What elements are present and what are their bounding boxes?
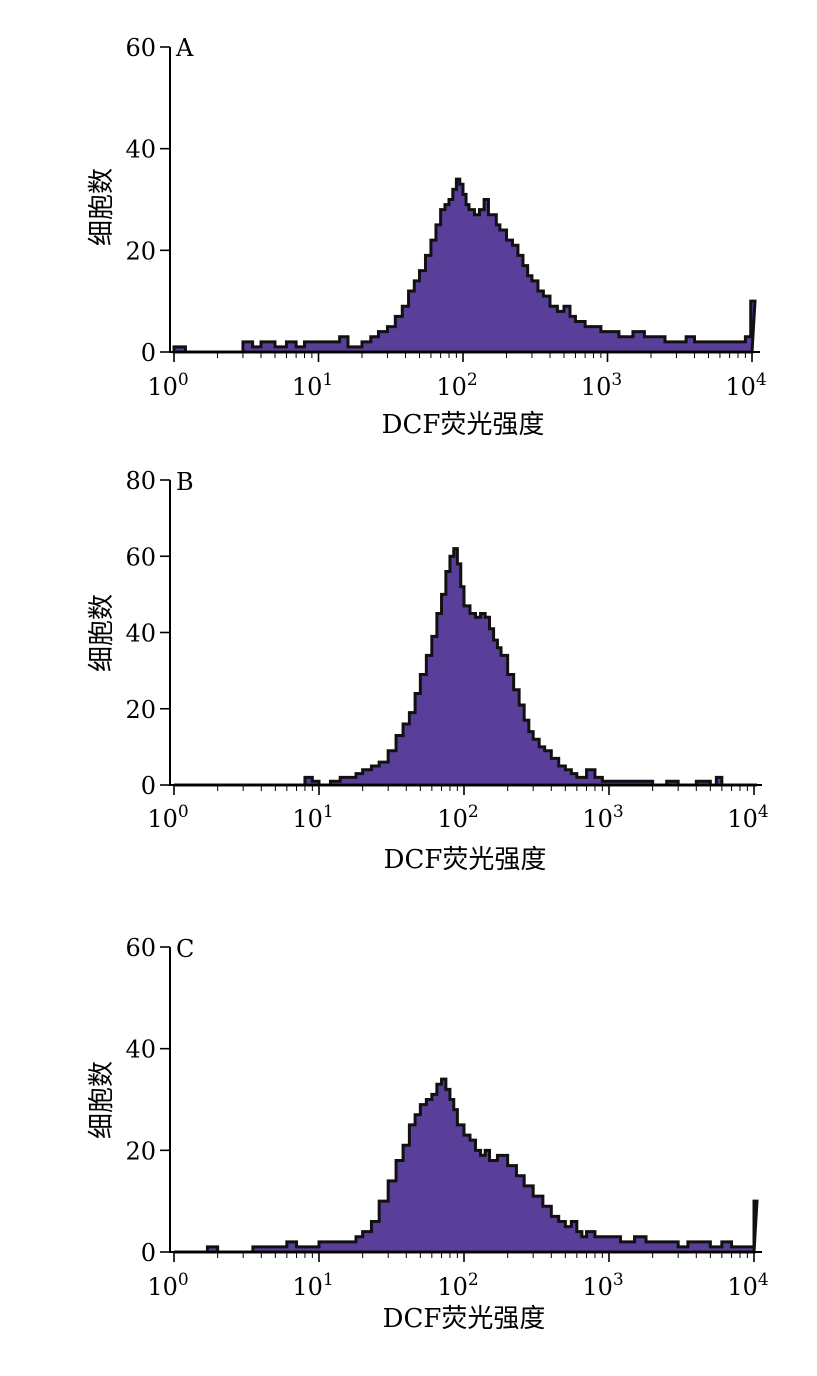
y-tick-label-c-0: 0 — [141, 1239, 156, 1267]
x-tick-label-a-4: 104 — [725, 370, 766, 401]
histogram-a-area — [172, 177, 757, 354]
y-tick-label-b-40: 40 — [125, 620, 156, 648]
y-tick-label-c-20: 20 — [125, 1137, 156, 1165]
x-tick-label-c-1: 101 — [292, 1270, 333, 1301]
histogram-c-axes — [169, 947, 762, 1253]
x-axis-title-a: DCF荧光强度 — [382, 410, 545, 440]
x-tick-label-c-3: 103 — [582, 1270, 623, 1301]
histogram-b-area — [174, 547, 757, 787]
panel-label-c: C — [176, 935, 194, 963]
y-axis-title-c: 细胞数 — [87, 1061, 117, 1139]
y-tick-label-b-60: 60 — [125, 543, 156, 571]
histogram-b-svg: 0 20 40 60 80 100 101 102 103 104 B DCF荧光强度 细胞数 — [87, 467, 769, 875]
y-tick-label-a-60: 60 — [125, 34, 156, 62]
histogram-b-axes — [169, 480, 762, 786]
y-axis-title-a: 细胞数 — [87, 168, 117, 246]
histogram-panel-a: 0 20 40 60 100 101 102 103 104 A DCF荧光强度 细胞数 — [0, 0, 817, 460]
x-tick-label-c-2: 102 — [437, 1270, 478, 1301]
panel-label-b: B — [176, 468, 194, 496]
histogram-panel-c: 0 20 40 60 100 101 102 103 104 C DCF荧光强度 细胞数 — [0, 0, 817, 1334]
y-tick-label-b-80: 80 — [125, 467, 156, 495]
x-tick-label-a-2: 102 — [436, 370, 477, 401]
x-tick-label-b-0: 100 — [147, 802, 188, 833]
x-tick-label-a-0: 100 — [147, 370, 188, 401]
x-tick-label-c-0: 100 — [147, 1270, 188, 1301]
y-tick-label-a-0: 0 — [141, 339, 156, 367]
y-axis-title-b: 细胞数 — [87, 594, 117, 672]
panel-label-a: A — [175, 34, 194, 62]
x-axis-title-c: DCF荧光强度 — [383, 1304, 546, 1334]
x-tick-label-b-3: 103 — [582, 802, 623, 833]
histogram-a-svg: 0 20 40 60 100 101 102 103 104 A DCF荧光强度 细胞数 — [87, 34, 767, 440]
histogram-c-area — [174, 1077, 759, 1254]
x-tick-label-b-4: 104 — [727, 802, 768, 833]
y-tick-label-a-20: 20 — [125, 237, 156, 265]
x-tick-label-c-4: 104 — [727, 1270, 768, 1301]
y-tick-label-b-0: 0 — [141, 772, 156, 800]
x-tick-label-a-1: 101 — [292, 370, 333, 401]
y-tick-label-c-40: 40 — [125, 1036, 156, 1064]
x-tick-label-b-2: 102 — [437, 802, 478, 833]
histogram-a-axes — [169, 47, 760, 353]
y-tick-label-b-20: 20 — [125, 696, 156, 724]
histogram-panel-b: 0 20 40 60 80 100 101 102 103 104 B DCF荧光强度 细胞数 — [0, 0, 817, 875]
x-axis-title-b: DCF荧光强度 — [384, 845, 547, 875]
x-tick-label-b-1: 101 — [292, 802, 333, 833]
y-tick-label-a-40: 40 — [125, 136, 156, 164]
y-tick-label-c-60: 60 — [125, 934, 156, 962]
x-tick-label-a-3: 103 — [581, 370, 622, 401]
